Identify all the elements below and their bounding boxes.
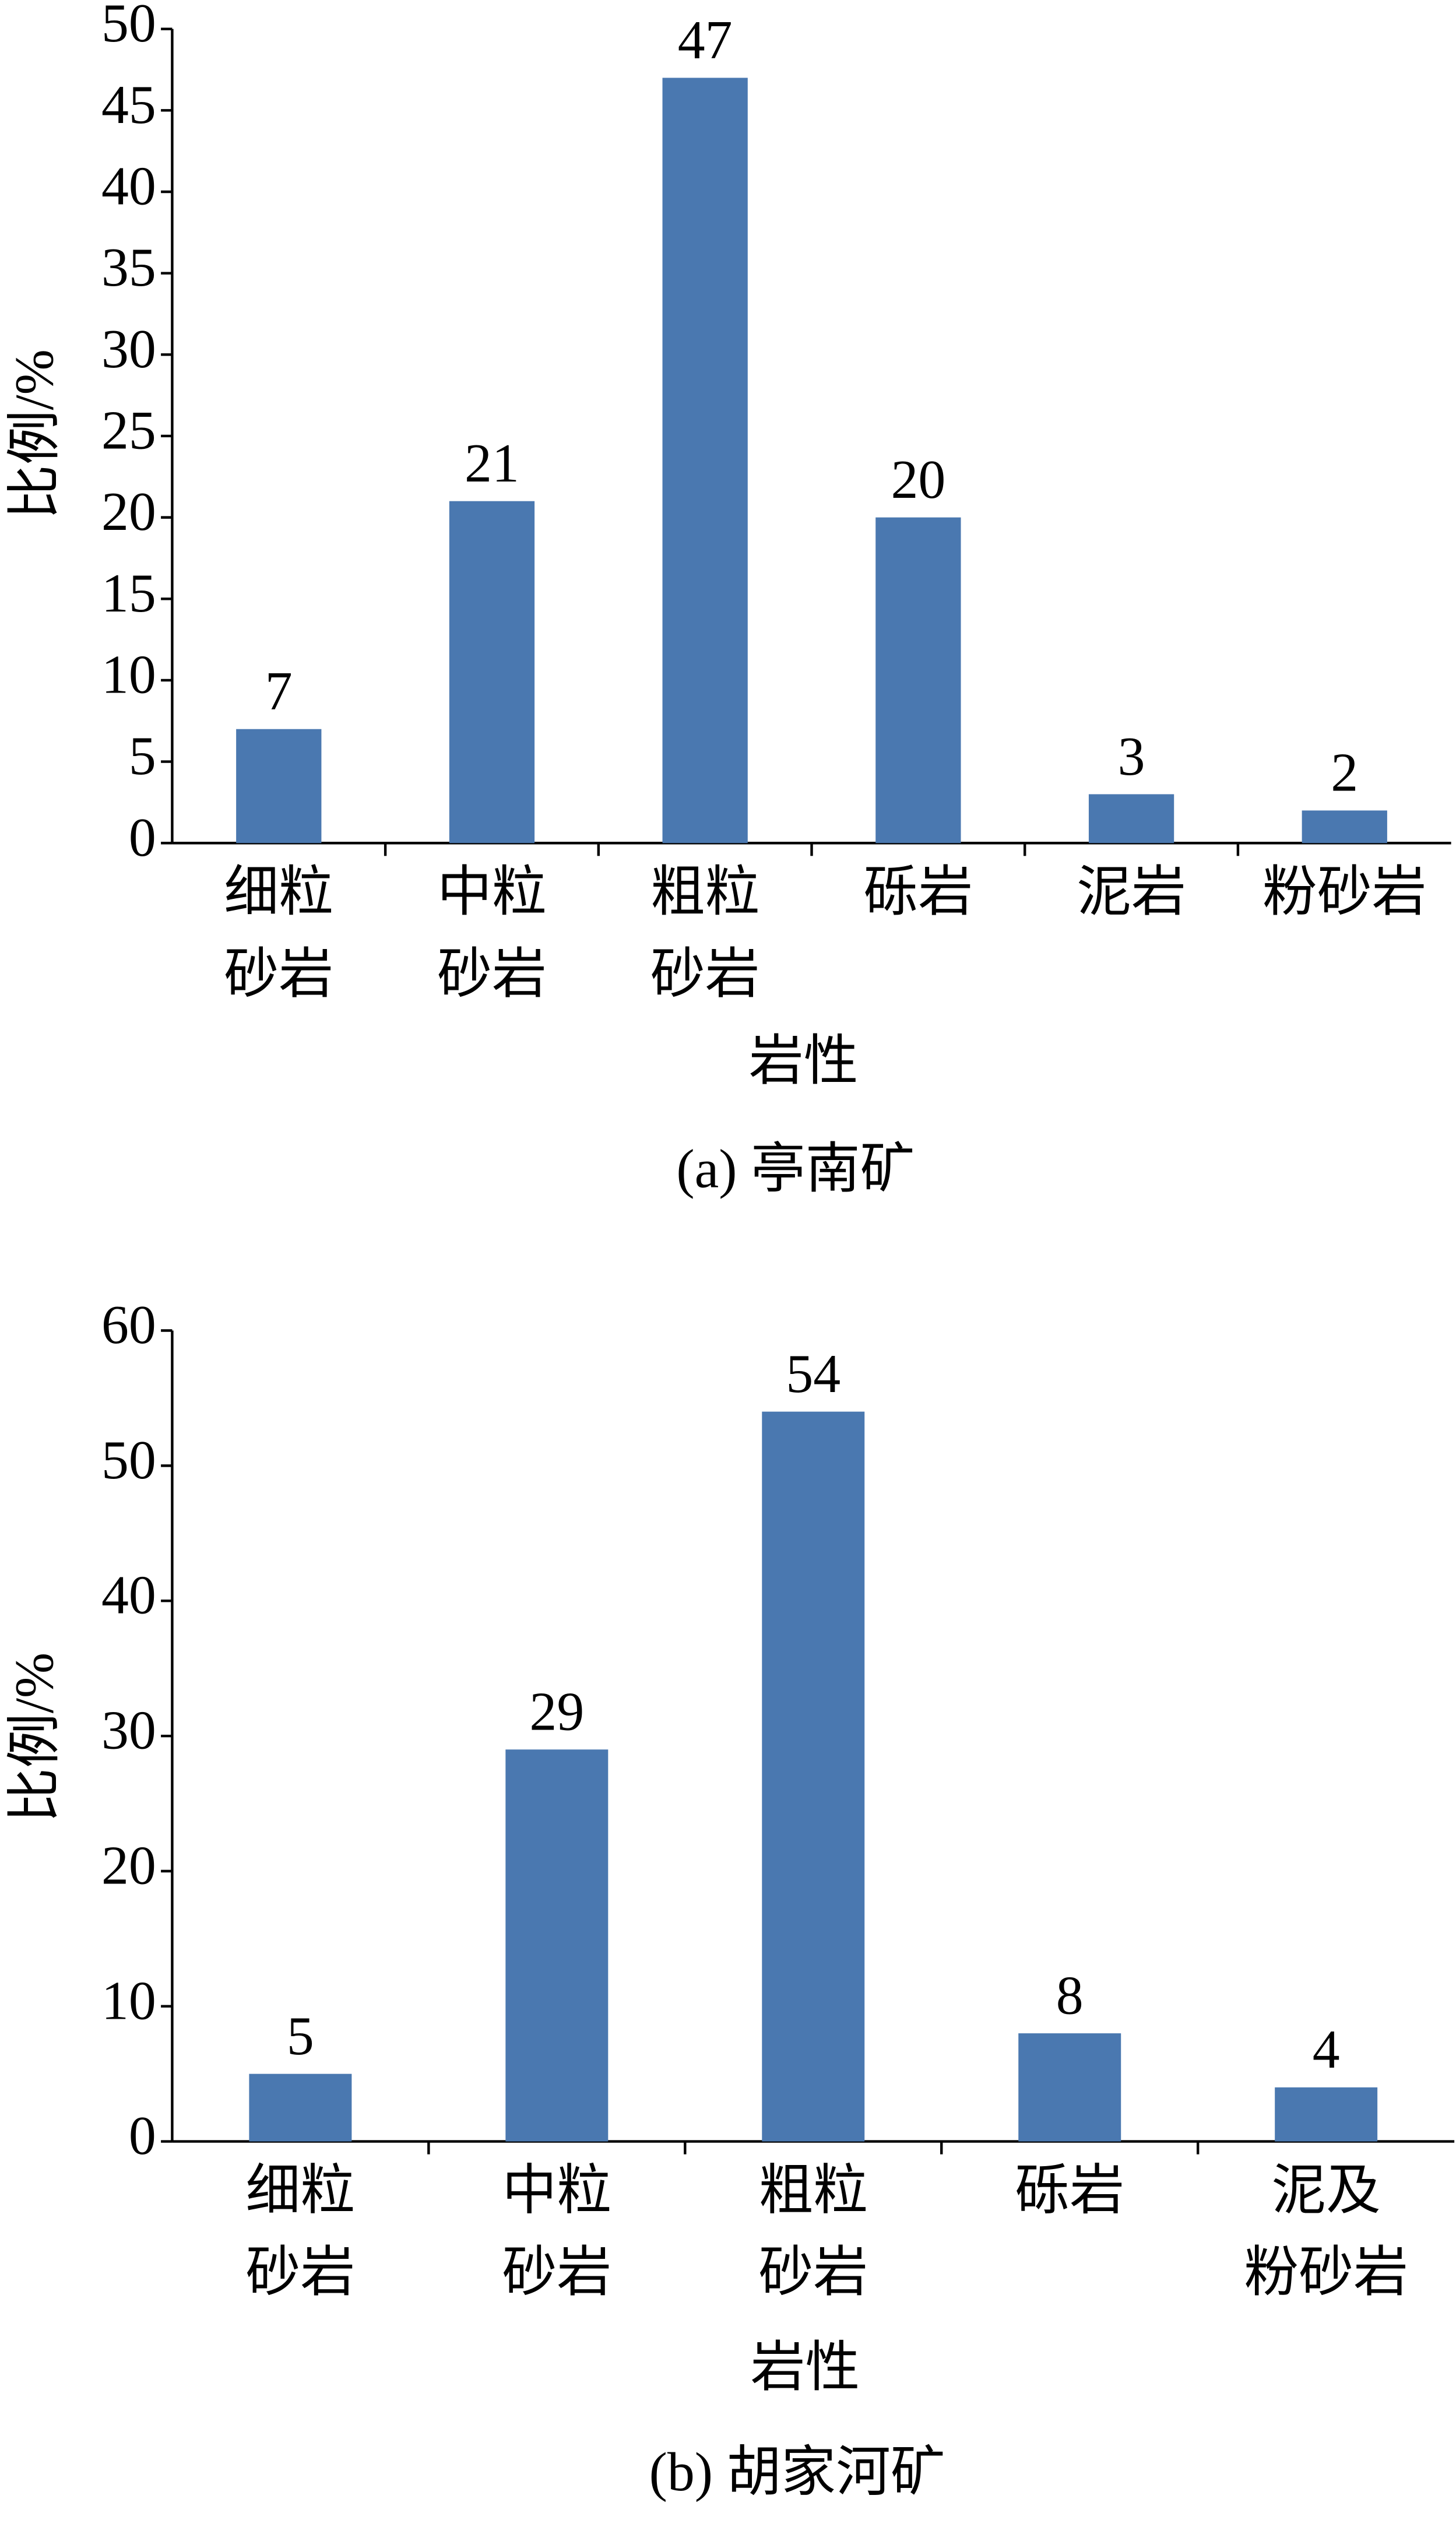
value-label: 3: [1118, 726, 1145, 787]
value-label: 2: [1331, 743, 1358, 803]
x-tick-label: 细粒: [224, 862, 333, 923]
x-tick-label: 砂岩: [224, 944, 333, 1004]
y-tick-label: 35: [101, 237, 156, 298]
y-tick-label: 10: [101, 644, 156, 705]
x-tick-label: 粉砂岩: [1244, 2243, 1408, 2303]
y-tick-label: 5: [129, 726, 156, 786]
y-tick-label: 30: [101, 319, 156, 379]
y-tick-label: 40: [101, 156, 156, 217]
x-tick-label: 中粒: [502, 2160, 612, 2221]
value-label: 7: [265, 661, 293, 722]
bar: [249, 2073, 352, 2142]
x-tick-label: 细粒: [246, 2160, 356, 2221]
bar: [875, 517, 961, 844]
y-tick-label: 20: [101, 1835, 156, 1896]
x-tick-label: 砂岩: [758, 2243, 868, 2303]
x-axis-label: 岩性: [751, 2338, 860, 2398]
value-label: 54: [786, 1344, 840, 1404]
y-tick-label: 45: [101, 75, 156, 135]
bar: [1275, 2087, 1378, 2142]
bar: [1088, 794, 1174, 844]
value-label: 8: [1056, 1965, 1084, 2026]
y-tick-label: 10: [101, 1970, 156, 2031]
x-axis-label: 岩性: [749, 1031, 859, 1091]
x-tick-label: 砂岩: [246, 2243, 356, 2303]
chart-title: (a) 亭南矿: [676, 1138, 915, 1199]
value-label: 4: [1313, 2019, 1340, 2080]
x-tick-label: 粉砂岩: [1262, 862, 1426, 923]
bar: [762, 1411, 865, 2142]
bar: [449, 501, 535, 844]
value-label: 21: [465, 433, 519, 494]
x-tick-label: 粗粒: [758, 2160, 868, 2221]
y-tick-label: 30: [101, 1700, 156, 1761]
value-label: 5: [287, 2006, 314, 2066]
x-tick-label: 泥及: [1271, 2160, 1381, 2221]
bar: [1302, 810, 1387, 844]
x-tick-label: 砂岩: [437, 944, 547, 1004]
y-tick-label: 25: [101, 400, 156, 461]
bar: [236, 729, 322, 844]
x-tick-label: 砾岩: [1015, 2160, 1124, 2221]
y-tick-label: 60: [101, 1295, 156, 1355]
y-tick-label: 15: [101, 563, 156, 624]
y-axis-label: 比例/%: [5, 349, 65, 519]
value-label: 20: [891, 449, 945, 510]
x-tick-label: 砾岩: [864, 862, 973, 923]
x-tick-label: 砂岩: [650, 944, 760, 1004]
value-label: 29: [529, 1682, 584, 1742]
value-label: 47: [678, 10, 733, 71]
y-tick-label: 50: [101, 0, 156, 54]
y-tick-label: 50: [101, 1430, 156, 1491]
x-tick-label: 泥岩: [1077, 862, 1186, 923]
chart-title: (b) 胡家河矿: [649, 2442, 945, 2503]
x-tick-label: 粗粒: [650, 862, 760, 923]
bar: [505, 1749, 609, 2142]
y-tick-label: 40: [101, 1565, 156, 1626]
y-axis-label: 比例/%: [5, 1653, 65, 1823]
bar: [662, 78, 748, 844]
y-tick-label: 0: [129, 807, 156, 868]
x-tick-label: 砂岩: [502, 2243, 612, 2303]
y-tick-label: 20: [101, 482, 156, 542]
x-tick-label: 中粒: [437, 862, 547, 923]
bar: [1018, 2033, 1121, 2142]
y-tick-label: 0: [129, 2106, 156, 2166]
